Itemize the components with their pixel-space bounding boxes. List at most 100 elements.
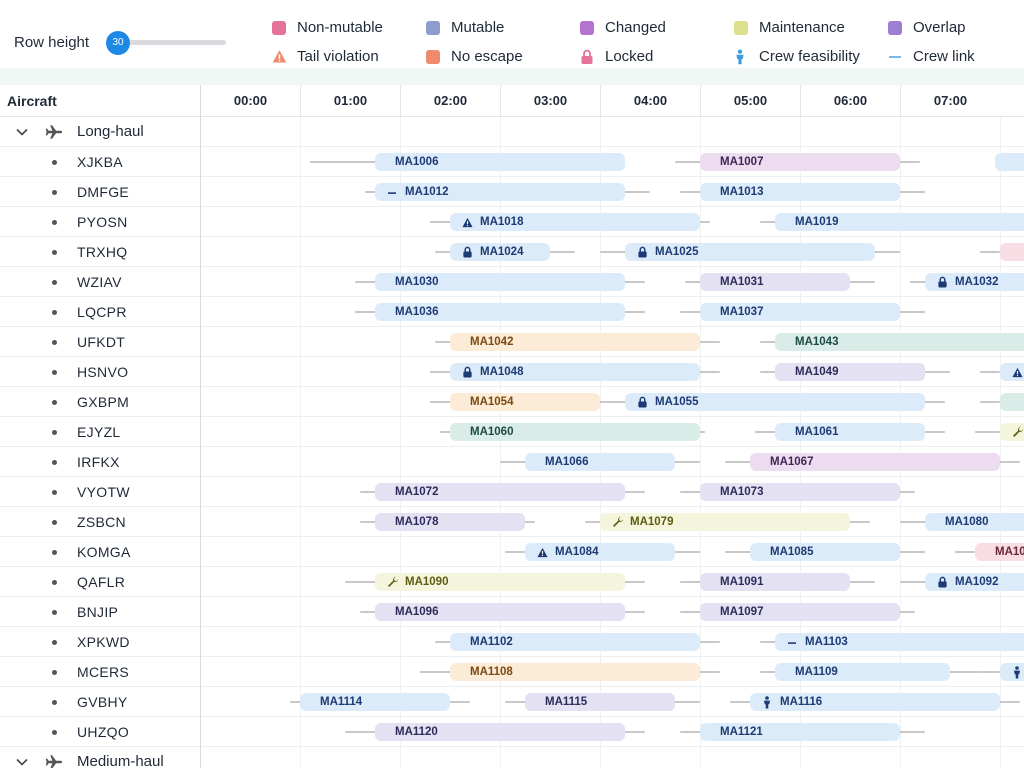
aircraft-row: TRXHQ MA1024 MA1025: [0, 237, 1024, 267]
row-height-slider-track[interactable]: [120, 40, 226, 45]
aircraft-registration[interactable]: KOMGA: [77, 544, 131, 560]
aircraft-registration[interactable]: XPKWD: [77, 634, 130, 650]
legend-label: Crew feasibility: [759, 48, 860, 65]
flight-bar[interactable]: MA1115: [525, 693, 675, 711]
flight-bar[interactable]: [995, 153, 1024, 171]
time-tick-label: 01:00: [300, 85, 400, 117]
flight-bar[interactable]: MA1084: [525, 543, 675, 561]
aircraft-registration[interactable]: XJKBA: [77, 154, 123, 170]
flight-number: MA1060: [470, 426, 514, 438]
flight-bar[interactable]: MA1116: [750, 693, 1000, 711]
flight-bar[interactable]: MA1080: [925, 513, 1024, 531]
group-row-medium-haul[interactable]: Medium-haul: [0, 747, 1024, 768]
time-tick-label: 02:00: [400, 85, 500, 117]
flight-bar[interactable]: MA1037: [700, 303, 900, 321]
aircraft-registration[interactable]: WZIAV: [77, 274, 122, 290]
toolbar: Row height 30 Non-mutable Mutable Changed M…: [0, 0, 1024, 68]
flight-bar[interactable]: MA1103: [775, 633, 1024, 651]
flight-bar[interactable]: MA1054: [450, 393, 600, 411]
bullet-dot: [52, 520, 57, 525]
flight-bar[interactable]: [1000, 423, 1024, 441]
flight-bar[interactable]: MA1025: [625, 243, 875, 261]
flight-bar[interactable]: MA1018: [450, 213, 700, 231]
bullet-dot: [52, 730, 57, 735]
flight-number: MA1092: [955, 576, 999, 588]
flight-bar[interactable]: MA1097: [700, 603, 900, 621]
flight-bar[interactable]: MA1092: [925, 573, 1024, 591]
flight-bar[interactable]: [1000, 393, 1024, 411]
legend-swatch-maintenance: [734, 21, 748, 35]
flight-bar[interactable]: MA1073: [700, 483, 900, 501]
flight-bar[interactable]: MA1042: [450, 333, 700, 351]
flight-bar[interactable]: MA1108: [450, 663, 700, 681]
flight-bar[interactable]: [1000, 663, 1024, 681]
row-height-slider-thumb[interactable]: 30: [106, 31, 130, 55]
flight-bar[interactable]: MA1060: [450, 423, 700, 441]
group-row-long-haul[interactable]: Long-haul: [0, 117, 1024, 147]
aircraft-registration[interactable]: HSNVO: [77, 364, 129, 380]
flight-number: MA1109: [795, 666, 838, 678]
flight-bar[interactable]: MA1061: [775, 423, 925, 441]
aircraft-registration[interactable]: UHZQO: [77, 724, 130, 740]
flight-number: MA1115: [545, 696, 588, 708]
flight-bar[interactable]: MA1049: [775, 363, 925, 381]
aircraft-registration[interactable]: VYOTW: [77, 484, 130, 500]
aircraft-registration[interactable]: DMFGE: [77, 184, 130, 200]
flight-number: MA1090: [405, 576, 449, 588]
aircraft-registration[interactable]: UFKDT: [77, 334, 126, 350]
aircraft-registration[interactable]: EJYZL: [77, 424, 121, 440]
flight-bar[interactable]: MA1091: [700, 573, 850, 591]
flight-bar[interactable]: MA1079: [600, 513, 850, 531]
aircraft-registration[interactable]: TRXHQ: [77, 244, 128, 260]
flight-bar[interactable]: MA1006: [375, 153, 625, 171]
flight-number: MA1102: [470, 636, 513, 648]
flight-bar[interactable]: MA1031: [700, 273, 850, 291]
flight-bar[interactable]: MA1096: [375, 603, 625, 621]
aircraft-registration[interactable]: IRFKX: [77, 454, 120, 470]
flight-bar[interactable]: MA1090: [975, 543, 1024, 561]
flight-bar[interactable]: MA1036: [375, 303, 625, 321]
flight-bar[interactable]: MA1013: [700, 183, 900, 201]
aircraft-registration[interactable]: LQCPR: [77, 304, 127, 320]
flight-bar[interactable]: MA1120: [375, 723, 625, 741]
flight-bar[interactable]: MA1072: [375, 483, 625, 501]
aircraft-registration[interactable]: MCERS: [77, 664, 130, 680]
flight-bar[interactable]: MA1121: [700, 723, 900, 741]
flight-bar[interactable]: [1000, 363, 1024, 381]
lock-icon: [937, 276, 948, 291]
flight-bar[interactable]: MA1019: [775, 213, 1024, 231]
flight-bar[interactable]: MA1048: [450, 363, 700, 381]
flight-bar[interactable]: [1000, 243, 1024, 261]
bullet-dot: [52, 280, 57, 285]
aircraft-registration[interactable]: PYOSN: [77, 214, 128, 230]
flight-bar[interactable]: MA1030: [375, 273, 625, 291]
flight-bar[interactable]: MA1078: [375, 513, 525, 531]
aircraft-row: UHZQO MA1120 MA1121: [0, 717, 1024, 747]
flight-bar[interactable]: MA1090: [375, 573, 625, 591]
flight-number: MA1114: [320, 696, 363, 708]
flight-bar[interactable]: MA1055: [625, 393, 925, 411]
aircraft-registration[interactable]: GXBPM: [77, 394, 130, 410]
aircraft-registration[interactable]: GVBHY: [77, 694, 128, 710]
flight-bar[interactable]: MA1102: [450, 633, 700, 651]
legend-label: Overlap: [913, 19, 966, 36]
aircraft-registration[interactable]: QAFLR: [77, 574, 126, 590]
flight-bar[interactable]: MA1012: [375, 183, 625, 201]
legend-label: Mutable: [451, 19, 505, 36]
flight-bar[interactable]: MA1066: [525, 453, 675, 471]
flight-bar[interactable]: MA1043: [775, 333, 1024, 351]
chevron-down-icon[interactable]: [14, 754, 30, 768]
flight-bar[interactable]: MA1085: [750, 543, 900, 561]
aircraft-registration[interactable]: BNJIP: [77, 604, 119, 620]
flight-bar[interactable]: MA1024: [450, 243, 550, 261]
flight-bar[interactable]: MA1032: [925, 273, 1024, 291]
chevron-down-icon[interactable]: [14, 124, 30, 145]
flight-bar[interactable]: MA1114: [300, 693, 450, 711]
flight-number: MA1036: [395, 306, 439, 318]
flight-bar[interactable]: MA1007: [700, 153, 900, 171]
flight-bar[interactable]: MA1109: [775, 663, 950, 681]
legend-swatch-no-escape: [426, 50, 440, 64]
lock-icon: [462, 366, 473, 381]
aircraft-registration[interactable]: ZSBCN: [77, 514, 126, 530]
flight-bar[interactable]: MA1067: [750, 453, 1000, 471]
